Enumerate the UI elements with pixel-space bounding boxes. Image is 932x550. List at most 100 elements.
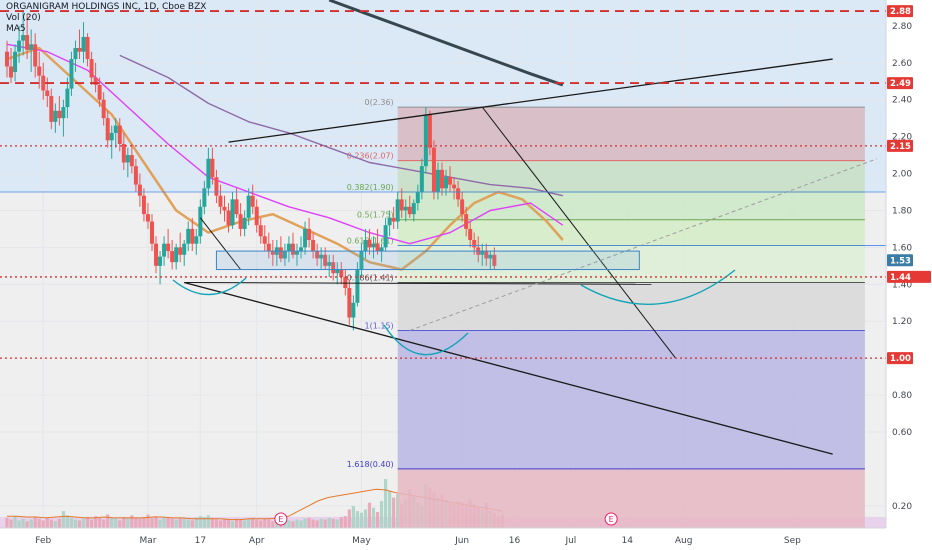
candle-body <box>77 48 82 52</box>
volume-bar <box>359 512 364 528</box>
volume-bar <box>102 519 106 528</box>
candle-body <box>141 195 146 215</box>
candle-body <box>242 217 247 229</box>
candle-body <box>21 35 26 41</box>
candle-body <box>214 177 219 196</box>
volume-bar <box>162 517 166 528</box>
earnings-marker <box>274 512 288 526</box>
volume-bar <box>218 520 223 528</box>
price-tag <box>887 5 913 18</box>
legend-symbol[interactable]: ORGANIGRAM HOLDINGS INC, 1D, Cboe BZX <box>6 2 207 12</box>
candle-body <box>315 251 320 259</box>
volume-bar <box>222 518 227 528</box>
volume-bar <box>85 517 90 528</box>
candle-body <box>371 243 376 248</box>
earnings-marker <box>604 512 618 526</box>
candle-body <box>178 247 183 255</box>
volume-bar <box>154 516 158 528</box>
price-tag <box>887 139 913 152</box>
volume-bar <box>150 517 154 528</box>
candle-body <box>230 199 235 226</box>
candle-body <box>407 206 412 215</box>
volume-bar <box>375 511 380 528</box>
candle-body <box>480 251 485 255</box>
volume-bar <box>118 520 122 528</box>
volume-bar <box>89 519 94 528</box>
volume-bar <box>299 520 303 528</box>
price-tag-label: 2.88 <box>890 7 911 17</box>
price-levels-layer <box>0 10 886 359</box>
candle-body <box>460 199 465 215</box>
price-tick-label: 1.40 <box>892 280 912 290</box>
candle-body <box>226 210 231 226</box>
candle-body <box>355 269 360 303</box>
earnings-marker-label: E <box>609 515 614 524</box>
candle-body <box>109 132 114 141</box>
candle-body <box>61 107 66 119</box>
legend-ma[interactable]: MA5 <box>6 24 26 34</box>
candle-body <box>174 247 179 263</box>
fib-label-0: 0(2.36) <box>365 98 394 107</box>
price-tick-label: 1.60 <box>892 243 912 253</box>
candle-body <box>121 144 126 163</box>
price-tick-label: 1.80 <box>892 206 912 216</box>
volume-bar <box>65 515 70 528</box>
legend-volume[interactable]: Vol (20) <box>6 13 41 23</box>
fib-diagonal-dashed <box>409 158 878 331</box>
fib-label-1.618: 1.618(0.40) <box>347 460 394 469</box>
chart-legend: ORGANIGRAM HOLDINGS INC, 1D, Cboe BZX Vo… <box>6 2 206 35</box>
candle-body <box>431 147 436 192</box>
candle-body <box>234 199 239 215</box>
volume-bar <box>327 517 331 528</box>
candle-body <box>137 184 142 196</box>
time-tick-label: Jul <box>564 536 576 546</box>
price-tag <box>887 352 913 365</box>
consolidation-box <box>215 250 640 271</box>
candle-body <box>319 254 324 259</box>
volume-bar <box>69 517 74 528</box>
fib-zone-0.382 <box>397 192 865 220</box>
candle-body <box>97 84 102 100</box>
time-tick-label: 14 <box>622 536 634 546</box>
candle-body <box>375 243 380 252</box>
volume-bar <box>339 517 343 528</box>
volume-bar <box>275 520 279 528</box>
volume-bar <box>255 519 259 528</box>
candle-body <box>154 243 159 266</box>
earnings-marker-label: E <box>278 515 283 524</box>
candle-body <box>395 199 400 222</box>
price-tag <box>887 77 913 90</box>
volume-bar <box>182 518 186 528</box>
volume-bar <box>343 516 347 528</box>
volume-bar <box>287 520 291 528</box>
volume-bar <box>146 514 150 528</box>
volume-bar <box>25 521 29 528</box>
moving-average-line <box>119 54 563 197</box>
candle-body <box>327 262 332 266</box>
candle-body <box>53 110 58 122</box>
volume-bar <box>77 520 82 528</box>
fib-zone-0 <box>397 107 865 161</box>
volume-bar <box>331 518 335 528</box>
price-tag-label: 1.00 <box>890 354 911 364</box>
candle-body <box>448 177 453 185</box>
volume-bar <box>379 500 384 528</box>
price-tick-label: 2.60 <box>892 59 912 69</box>
candle-body <box>194 236 199 244</box>
volume-bar <box>291 521 295 528</box>
candle-body <box>266 243 271 252</box>
trendlines-layer <box>0 58 886 455</box>
candle-body <box>250 195 255 207</box>
volume-bar <box>13 516 17 528</box>
candle-body <box>456 188 461 200</box>
volume-bar <box>335 519 339 528</box>
volume-bar <box>247 518 251 528</box>
volume-bar <box>194 517 198 528</box>
volume-bar <box>202 517 206 528</box>
candle-body <box>452 184 457 189</box>
candle-body <box>190 228 195 244</box>
candle-body <box>186 228 191 244</box>
